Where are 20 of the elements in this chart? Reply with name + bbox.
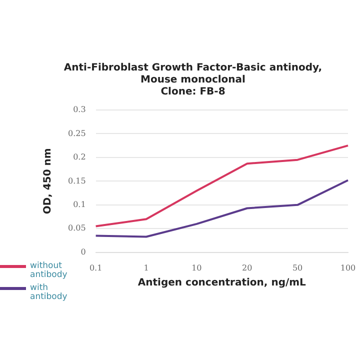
x-tick-label: 10 bbox=[192, 263, 202, 272]
y-axis-title: OD, 450 nm bbox=[42, 148, 54, 214]
x-tick-label: 100 bbox=[340, 263, 356, 272]
x-tick-label: 50 bbox=[292, 263, 303, 272]
text: Mouse monoclonal bbox=[140, 74, 246, 86]
y-tick-label: 0.1 bbox=[73, 200, 86, 210]
x-tick-label: 0.1 bbox=[89, 263, 102, 272]
x-axis-title: Antigen concentration, ng/mL bbox=[138, 278, 307, 289]
x-tick-label: 1 bbox=[144, 263, 149, 272]
text: Clone: FB-8 bbox=[160, 86, 226, 98]
y-tick-label: 0.05 bbox=[68, 224, 86, 233]
x-tick-label: 20 bbox=[242, 263, 252, 272]
y-tick-label: 0.2 bbox=[73, 152, 86, 162]
y-tick-label: 0.25 bbox=[68, 128, 86, 138]
text: Anti-Fibroblast Growth Factor-Basic antinody, bbox=[64, 62, 322, 74]
legend-label: with antibody bbox=[30, 283, 68, 302]
legend-label: without antibody bbox=[30, 261, 68, 280]
y-tick-label: 0.3 bbox=[73, 105, 86, 114]
y-tick-label: 0.15 bbox=[68, 176, 86, 186]
y-tick-label: 0 bbox=[80, 247, 86, 256]
